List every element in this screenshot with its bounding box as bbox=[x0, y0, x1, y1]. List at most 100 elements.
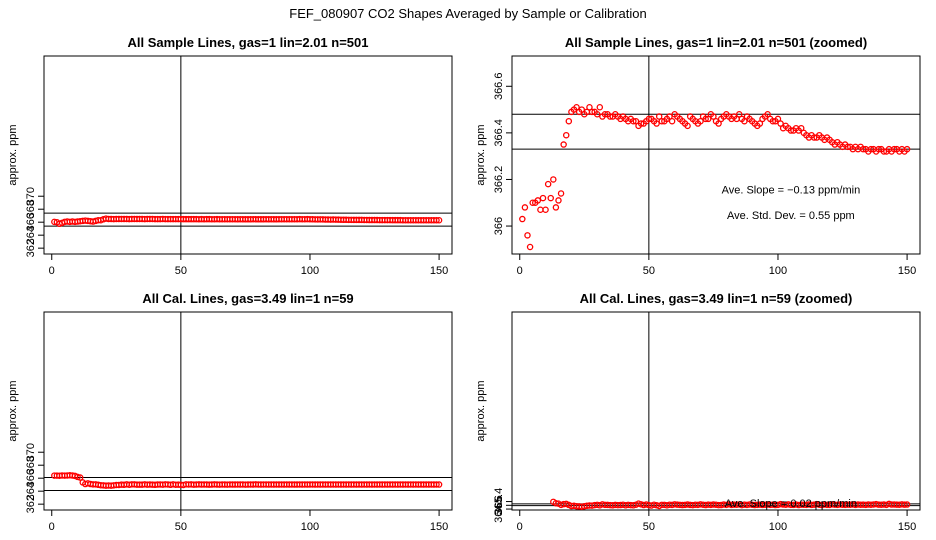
x-tick-label: 100 bbox=[769, 521, 787, 533]
data-point bbox=[875, 145, 882, 153]
y-tick-label: 364 bbox=[25, 482, 37, 500]
data-point bbox=[630, 117, 637, 125]
data-point bbox=[668, 117, 676, 125]
plot-frame bbox=[43, 55, 453, 255]
x-tick-label: 0 bbox=[49, 521, 55, 533]
data-point bbox=[901, 501, 908, 508]
x-tick-label: 100 bbox=[301, 521, 319, 533]
data-point bbox=[435, 481, 443, 488]
data-point bbox=[797, 124, 805, 132]
data-point bbox=[547, 194, 554, 202]
data-points bbox=[519, 104, 911, 251]
data-point bbox=[637, 120, 645, 127]
y-axis-label: approx. ppm bbox=[7, 124, 19, 185]
data-point bbox=[655, 113, 663, 120]
data-point bbox=[601, 110, 609, 118]
data-point bbox=[653, 120, 660, 127]
data-point bbox=[769, 117, 777, 125]
data-point bbox=[903, 501, 911, 508]
chart-title: All Cal. Lines, gas=3.49 lin=1 n=59 (zoo… bbox=[580, 291, 853, 306]
data-point bbox=[557, 190, 565, 197]
data-point bbox=[578, 106, 585, 113]
y-tick-label: 362 bbox=[25, 495, 37, 513]
data-point bbox=[705, 115, 712, 123]
y-tick-label: 365 bbox=[493, 496, 505, 514]
data-point bbox=[593, 110, 601, 118]
y-tick-label: 362 bbox=[25, 239, 37, 257]
data-point bbox=[560, 141, 567, 148]
data-point bbox=[632, 117, 640, 125]
data-point bbox=[596, 104, 604, 111]
y-tick-label: 366.4 bbox=[493, 119, 505, 147]
x-tick-label: 50 bbox=[175, 521, 187, 533]
x-tick-label: 100 bbox=[769, 265, 787, 277]
data-point bbox=[710, 113, 717, 120]
y-axis-label: approx. ppm bbox=[7, 380, 19, 441]
data-point bbox=[764, 110, 771, 118]
data-point bbox=[565, 117, 573, 125]
x-tick-label: 50 bbox=[175, 265, 187, 277]
data-point bbox=[666, 113, 673, 120]
page-title: FEF_080907 CO2 Shapes Averaged by Sample… bbox=[289, 6, 647, 21]
x-tick-label: 0 bbox=[517, 521, 523, 533]
y-tick-label: 365.4 bbox=[493, 488, 505, 516]
data-point bbox=[521, 204, 529, 211]
data-point bbox=[890, 145, 898, 153]
plot-frame bbox=[511, 311, 921, 511]
data-points bbox=[550, 498, 911, 510]
y-tick-label: 364 bbox=[25, 226, 37, 244]
data-point bbox=[573, 104, 580, 111]
y-tick-label: 370 bbox=[25, 443, 37, 461]
data-point bbox=[539, 194, 547, 202]
data-point bbox=[526, 243, 534, 251]
data-point bbox=[606, 113, 614, 120]
y-tick-label: 364.6 bbox=[493, 495, 505, 523]
data-point bbox=[867, 145, 875, 153]
y-tick-label: 368 bbox=[25, 456, 37, 474]
chart-panel-cal-lines: All Cal. Lines, gas=3.49 lin=1 n=59 0 50 10… bbox=[7, 291, 453, 533]
x-tick-label: 100 bbox=[301, 265, 319, 277]
y-tick-label: 366.6 bbox=[493, 73, 505, 101]
data-point bbox=[741, 117, 748, 125]
data-point bbox=[537, 206, 544, 213]
data-point bbox=[658, 117, 666, 125]
data-point bbox=[562, 131, 570, 139]
data-point bbox=[433, 481, 440, 488]
plot-frame bbox=[511, 55, 921, 255]
x-tick-label: 150 bbox=[898, 265, 916, 277]
data-point bbox=[588, 108, 596, 116]
data-point bbox=[76, 474, 84, 481]
data-point bbox=[534, 197, 542, 204]
data-point bbox=[787, 127, 795, 134]
data-point bbox=[529, 199, 536, 206]
data-point bbox=[544, 180, 552, 188]
y-tick-label: 366 bbox=[493, 217, 505, 235]
data-point bbox=[777, 120, 784, 127]
chart-title: All Cal. Lines, gas=3.49 lin=1 n=59 bbox=[142, 291, 353, 306]
data-point bbox=[684, 122, 691, 130]
chart-panel-sample-lines: All Sample Lines, gas=1 lin=2.01 n=501 0 5… bbox=[7, 35, 453, 277]
data-points bbox=[51, 215, 443, 228]
x-tick-label: 0 bbox=[517, 265, 523, 277]
data-point bbox=[880, 148, 888, 155]
x-tick-label: 50 bbox=[643, 521, 655, 533]
data-point bbox=[859, 145, 867, 153]
data-point bbox=[552, 204, 560, 211]
data-point bbox=[555, 197, 562, 204]
data-point bbox=[519, 215, 526, 223]
x-tick-label: 150 bbox=[898, 521, 916, 533]
y-tick-label: 368 bbox=[25, 200, 37, 218]
data-point bbox=[550, 176, 557, 183]
chart-annotation: Ave. Slope = 0.02 ppm/min bbox=[725, 498, 857, 510]
chart-panel-sample-lines-zoomed: All Sample Lines, gas=1 lin=2.01 n=501 (… bbox=[475, 35, 921, 277]
data-point bbox=[844, 143, 851, 151]
data-point bbox=[697, 117, 704, 125]
data-point bbox=[702, 115, 709, 123]
data-point bbox=[735, 110, 743, 118]
data-point bbox=[645, 115, 653, 123]
data-point bbox=[810, 134, 818, 141]
x-tick-label: 50 bbox=[643, 265, 655, 277]
chart-title: All Sample Lines, gas=1 lin=2.01 n=501 (… bbox=[565, 35, 867, 50]
y-tick-label: 366.2 bbox=[493, 166, 505, 194]
